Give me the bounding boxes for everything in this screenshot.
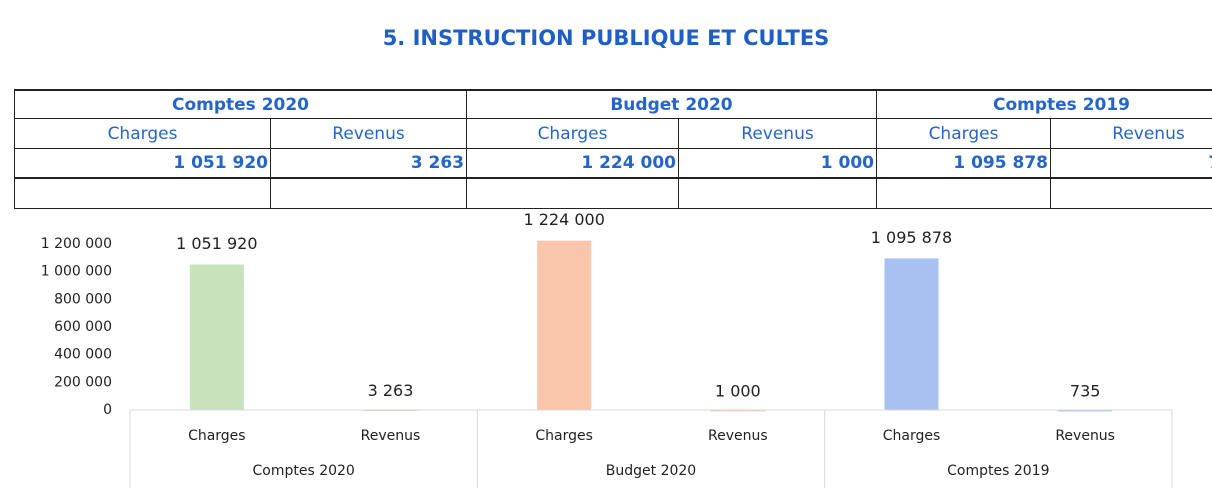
group-label: Comptes 2019 bbox=[947, 463, 1049, 479]
bar bbox=[189, 264, 244, 410]
x-tick-label: Revenus bbox=[361, 428, 421, 444]
x-tick-label: Revenus bbox=[708, 428, 768, 444]
sub-header: Revenus bbox=[1050, 118, 1212, 149]
value-cell: 1 095 878 bbox=[876, 148, 1051, 179]
value-cell: 1 051 920 bbox=[14, 148, 271, 179]
bar bbox=[1058, 409, 1113, 412]
group-header: Comptes 2020 bbox=[14, 89, 467, 119]
y-tick-label: 0 bbox=[103, 402, 112, 418]
x-tick-label: Charges bbox=[535, 428, 593, 444]
group-label: Comptes 2020 bbox=[252, 463, 354, 479]
sub-header: Charges bbox=[466, 118, 679, 149]
y-tick-label: 800 000 bbox=[54, 291, 112, 307]
empty-cell bbox=[14, 178, 271, 209]
data-label: 735 bbox=[1070, 381, 1101, 400]
sub-header: Charges bbox=[876, 118, 1051, 149]
sub-header: Revenus bbox=[678, 118, 877, 149]
value-cell: 1 224 000 bbox=[466, 148, 679, 179]
sub-header: Charges bbox=[14, 118, 271, 149]
empty-cell bbox=[1050, 178, 1212, 209]
bar bbox=[710, 409, 765, 412]
sub-header: Revenus bbox=[270, 118, 467, 149]
data-label: 1 095 878 bbox=[871, 228, 952, 247]
empty-cell bbox=[466, 178, 679, 209]
y-tick-label: 1 000 000 bbox=[41, 264, 112, 280]
x-tick-label: Charges bbox=[883, 428, 941, 444]
empty-cell bbox=[270, 178, 467, 209]
data-label: 1 000 bbox=[715, 381, 761, 400]
group-header: Budget 2020 bbox=[466, 89, 877, 119]
value-cell: 735 bbox=[1050, 148, 1212, 179]
empty-cell bbox=[876, 178, 1051, 209]
data-label: 3 263 bbox=[368, 381, 414, 400]
group-header: Comptes 2019 bbox=[876, 89, 1212, 119]
x-tick-label: Charges bbox=[188, 428, 246, 444]
bar bbox=[537, 240, 592, 410]
value-cell: 3 263 bbox=[270, 148, 467, 179]
data-label: 1 224 000 bbox=[523, 210, 604, 229]
y-tick-label: 1 200 000 bbox=[41, 236, 112, 252]
x-tick-label: Revenus bbox=[1055, 428, 1115, 444]
bar bbox=[884, 258, 939, 410]
value-cell: 1 000 bbox=[678, 148, 877, 179]
y-tick-label: 600 000 bbox=[54, 319, 112, 335]
page-title: 5. INSTRUCTION PUBLIQUE ET CULTES bbox=[382, 26, 830, 50]
bar bbox=[363, 409, 418, 412]
y-tick-label: 400 000 bbox=[54, 347, 112, 363]
data-label: 1 051 920 bbox=[176, 234, 257, 253]
y-tick-label: 200 000 bbox=[54, 374, 112, 390]
group-label: Budget 2020 bbox=[606, 463, 696, 479]
empty-cell bbox=[678, 178, 877, 209]
